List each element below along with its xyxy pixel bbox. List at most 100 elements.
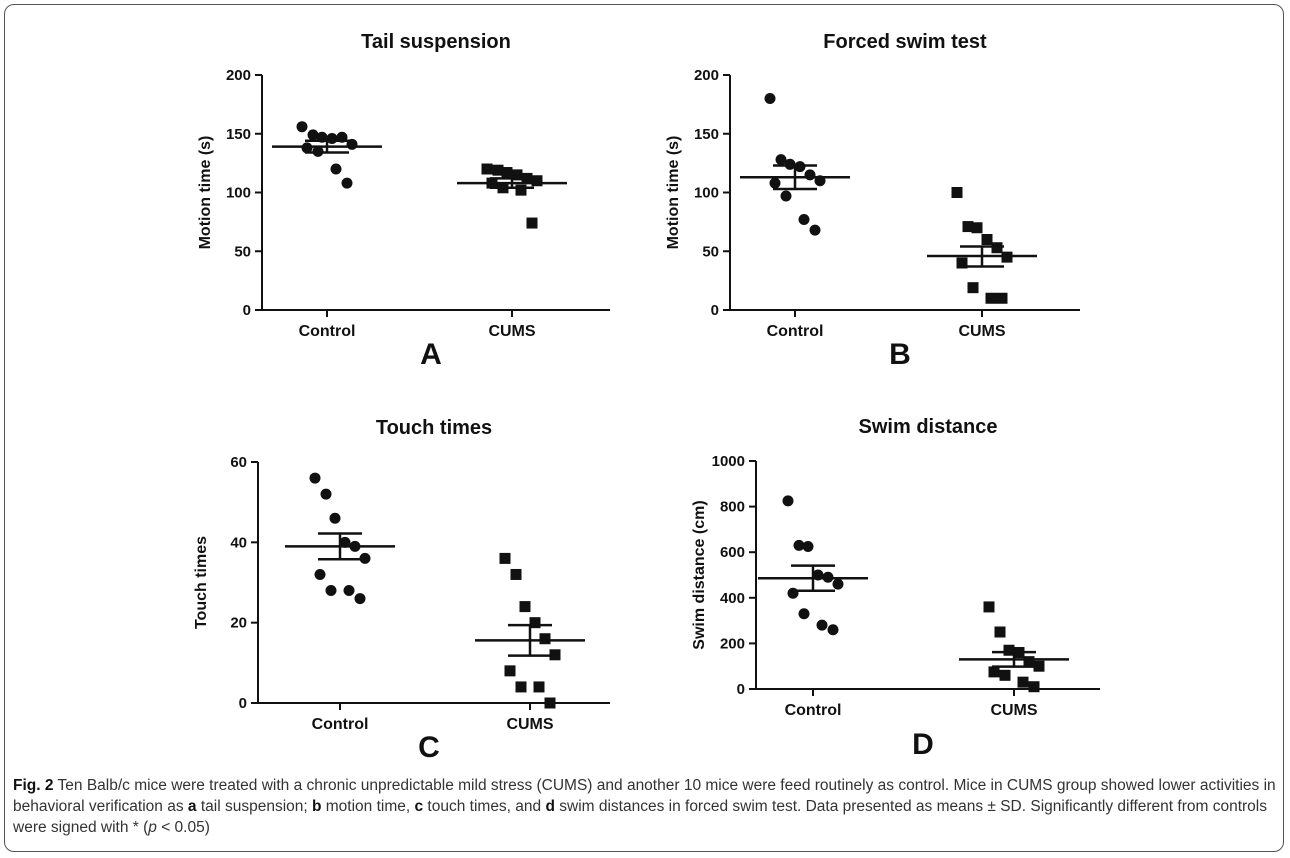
caption-line2c: motion time, xyxy=(321,798,415,815)
panel-c-title: Touch times xyxy=(376,417,492,439)
panel-d-point-cums xyxy=(999,669,1011,681)
panel-d-point-control xyxy=(782,495,794,507)
panel-c-x-tick-label: CUMS xyxy=(506,716,553,733)
panel-c-point-cums xyxy=(549,649,561,661)
panel-a-point-cums xyxy=(526,217,538,229)
panel-b-y-tick-label: 50 xyxy=(702,243,719,260)
panel-b-x-tick-label: CUMS xyxy=(958,323,1005,340)
panel-a-title: Tail suspension xyxy=(361,31,511,53)
panel-a-point-cums xyxy=(515,184,527,196)
panel-b-y-tick-label: 150 xyxy=(694,126,719,143)
panel-c-point-control xyxy=(359,552,371,564)
panel-d-panel-label: D xyxy=(912,728,934,761)
panel-a-point-cums xyxy=(492,164,504,176)
panel-b-point-control xyxy=(809,224,821,236)
panel-c-y-tick-label: 0 xyxy=(239,695,247,712)
panel-c-point-control xyxy=(343,585,355,597)
caption-p: p xyxy=(148,819,157,836)
panel-c-point-control xyxy=(309,472,321,484)
panel-a-point-control xyxy=(307,129,319,141)
panel-d-x-tick-label: CUMS xyxy=(990,702,1037,719)
panel-b-point-cums xyxy=(967,282,979,294)
panel-c-point-control xyxy=(329,512,341,524)
panel-d-point-cums xyxy=(1023,656,1035,668)
panel-b-y-tick-label: 100 xyxy=(694,185,719,202)
panel-c-point-cums xyxy=(499,552,511,564)
panel-c-y-label: Touch times xyxy=(193,536,210,629)
panel-c-point-control xyxy=(354,593,366,605)
panel-d-title: Swim distance xyxy=(859,416,998,438)
panel-d-point-cums xyxy=(1033,660,1045,672)
panel-c-point-cums xyxy=(510,568,522,580)
panel-a-point-control xyxy=(296,121,308,133)
caption-fig-label: Fig. 2 xyxy=(13,777,54,794)
panel-d-y-tick-label: 1000 xyxy=(712,453,745,470)
caption-ref-c: c xyxy=(414,798,424,815)
panel-b-point-cums xyxy=(981,234,993,245)
panel-a-panel-label: A xyxy=(420,338,442,371)
panel-d-point-cums xyxy=(994,626,1006,638)
panel-d-y-tick-label: 800 xyxy=(720,499,745,516)
caption-line1: Ten Balb/c mice were treated with a chro… xyxy=(57,777,1003,794)
panel-d-point-control xyxy=(798,608,810,620)
panel-a-point-cums xyxy=(511,169,523,181)
panel-b-point-control xyxy=(764,93,776,104)
panel-a-x-tick-label: Control xyxy=(299,323,356,340)
panel-b-point-control xyxy=(804,169,816,181)
panel-b-y-label: Motion time (s) xyxy=(665,136,682,250)
panel-b-y-tick-label: 200 xyxy=(694,67,719,84)
panel-b-point-control xyxy=(769,177,781,189)
caption-line2d: touch times, and xyxy=(423,798,546,815)
panel-b-point-cums xyxy=(971,222,983,234)
panel-c-point-cums xyxy=(519,601,531,613)
panel-c-y-tick-label: 40 xyxy=(230,534,247,551)
panel-a-y-label: Motion time (s) xyxy=(197,136,214,250)
panel-d-point-cums xyxy=(1028,681,1040,693)
panel-a-point-cums xyxy=(481,163,493,175)
panel-d-point-control xyxy=(793,539,805,551)
panel-b-y-tick-label: 0 xyxy=(711,302,719,319)
caption-line2e: swim distances in forced xyxy=(554,798,729,815)
caption-ref-d: d xyxy=(545,798,555,815)
figure-caption: Fig. 2 Ten Balb/c mice were treated with… xyxy=(13,775,1278,838)
panel-a-y-tick-label: 0 xyxy=(243,302,251,319)
caption-line3b: < 0.05) xyxy=(156,819,210,836)
caption-ref-b: b xyxy=(312,798,322,815)
panel-d-point-control xyxy=(816,619,828,631)
panel-d-point-cums xyxy=(1003,644,1015,656)
panel-b-point-cums xyxy=(951,187,963,198)
panel-c-x-tick-label: Control xyxy=(312,716,369,733)
panel-c-point-cums xyxy=(504,665,516,677)
panel-c-point-cums xyxy=(544,697,556,709)
panel-b-point-control xyxy=(780,190,792,202)
panel-d-point-control xyxy=(827,624,839,636)
panel-b-point-cums xyxy=(956,257,968,269)
panel-d-point-control xyxy=(832,578,844,590)
panel-c-point-cums xyxy=(533,681,545,693)
panel-c-point-control xyxy=(339,536,351,548)
panel-a-point-control xyxy=(341,177,353,189)
panel-c-point-cums xyxy=(515,681,527,693)
caption-line2a: CUMS group showed lower activities in be… xyxy=(13,777,1276,815)
panel-a-y-tick-label: 200 xyxy=(226,67,251,84)
panel-b-point-control xyxy=(798,214,810,226)
panel-c-point-cums xyxy=(529,617,541,629)
panel-d-point-control xyxy=(787,587,799,599)
panel-a-y-tick-label: 150 xyxy=(226,126,251,143)
panel-c-point-control xyxy=(320,488,332,500)
panel-d-x-tick-label: Control xyxy=(785,702,842,719)
panel-d-point-cums xyxy=(983,601,995,613)
panel-d-point-cums xyxy=(1017,676,1029,688)
panel-b-panel-label: B xyxy=(889,338,911,371)
panel-b-title: Forced swim test xyxy=(823,31,987,53)
caption-line2b: tail suspension; xyxy=(196,798,312,815)
caption-line3a: swim test. Data presented as means ± SD.… xyxy=(13,798,1267,836)
panel-b-point-cums xyxy=(962,221,974,233)
panel-c-y-tick-label: 60 xyxy=(230,454,247,471)
panel-b-x-tick-label: Control xyxy=(767,323,824,340)
panel-d-y-tick-label: 600 xyxy=(720,544,745,561)
panel-c-point-control xyxy=(314,568,326,580)
panel-c-y-tick-label: 20 xyxy=(230,615,247,632)
panel-b-point-control xyxy=(775,154,787,166)
